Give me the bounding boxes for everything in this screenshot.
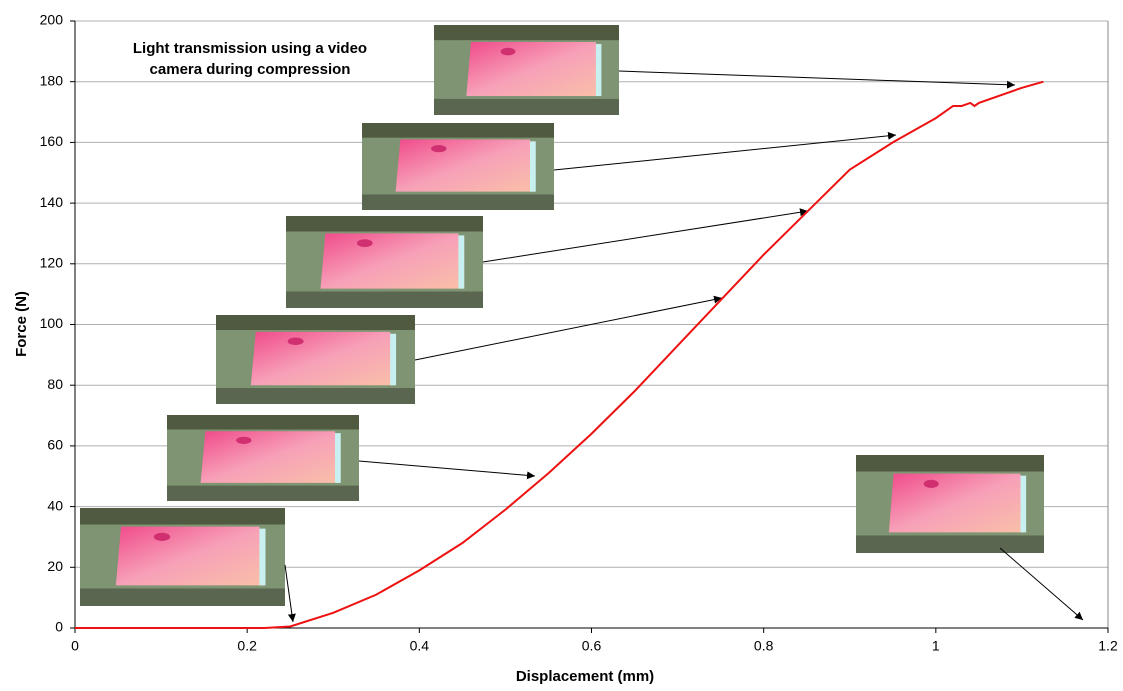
photo bbox=[167, 415, 359, 501]
y-tick-label: 160 bbox=[40, 133, 64, 149]
chart: Light transmission using a video camera … bbox=[0, 0, 1123, 686]
y-tick-label: 200 bbox=[40, 12, 64, 28]
photo bbox=[856, 455, 1044, 553]
y-tick-label: 140 bbox=[40, 194, 64, 210]
arrow bbox=[483, 211, 808, 262]
y-tick-label: 180 bbox=[40, 72, 64, 88]
arrow bbox=[359, 461, 535, 476]
y-tick-label: 120 bbox=[40, 255, 64, 271]
arrow bbox=[1000, 548, 1083, 620]
x-tick-label: 0.4 bbox=[410, 638, 430, 654]
y-tick-label: 60 bbox=[47, 437, 63, 453]
x-tick-label: 1.2 bbox=[1098, 638, 1118, 654]
y-tick-label: 80 bbox=[47, 376, 63, 392]
photo bbox=[362, 123, 554, 210]
y-axis-label: Force (N) bbox=[13, 291, 30, 357]
y-tick-label: 100 bbox=[40, 315, 64, 331]
y-tick-label: 40 bbox=[47, 497, 63, 513]
x-tick-label: 0.8 bbox=[754, 638, 774, 654]
photo bbox=[286, 216, 483, 308]
photo bbox=[80, 508, 285, 606]
x-axis-label: Displacement (mm) bbox=[516, 668, 654, 685]
arrow bbox=[619, 71, 1015, 85]
arrow bbox=[554, 135, 896, 170]
x-tick-label: 1 bbox=[932, 638, 940, 654]
photo bbox=[434, 25, 619, 115]
photo-insets bbox=[80, 25, 1044, 606]
x-tick-label: 0 bbox=[71, 638, 79, 654]
x-tick-label: 0.6 bbox=[582, 638, 602, 654]
x-tick-label: 0.2 bbox=[237, 638, 257, 654]
y-tick-label: 20 bbox=[47, 558, 63, 574]
annotation: camera during compression bbox=[150, 61, 351, 78]
photo bbox=[216, 315, 415, 404]
annotation: Light transmission using a video bbox=[133, 40, 367, 57]
arrow bbox=[285, 565, 293, 622]
y-tick-label: 0 bbox=[55, 619, 63, 635]
